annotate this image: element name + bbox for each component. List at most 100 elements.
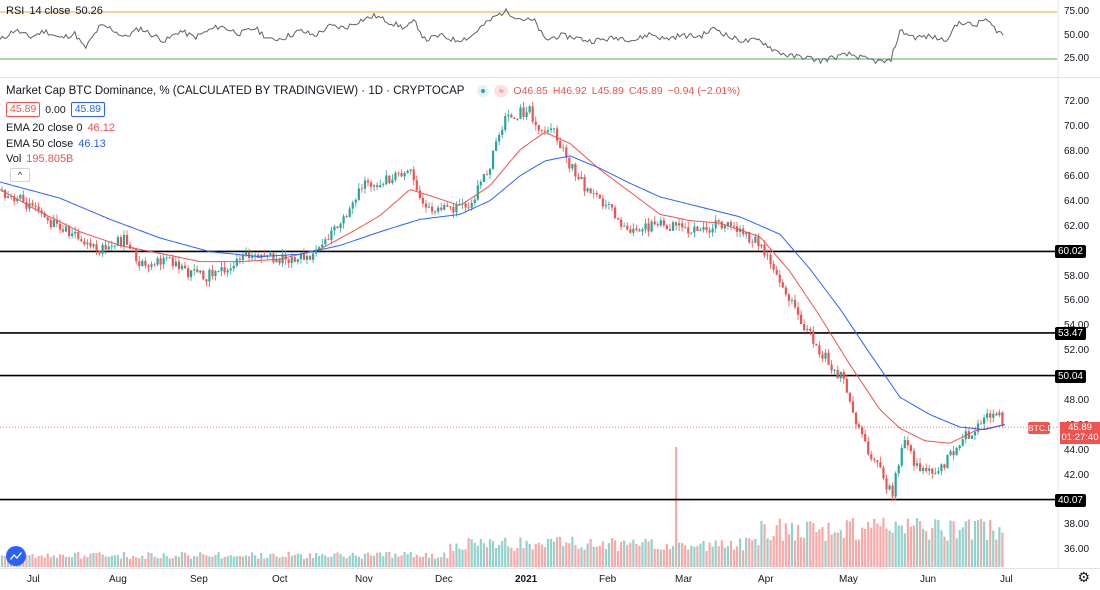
candle-body [760, 244, 763, 247]
volume-bar [845, 520, 848, 567]
volume-bar [141, 555, 144, 567]
volume-bar [400, 555, 403, 567]
candle-body [342, 216, 345, 224]
volume-bar [68, 556, 71, 567]
volume-bar [720, 540, 723, 567]
candle-body [394, 172, 397, 180]
candle-body [202, 270, 205, 280]
volume-bar [766, 538, 769, 567]
candle-body [7, 196, 10, 198]
candle-body [796, 307, 800, 315]
volume-bar [851, 517, 855, 567]
candle-body [71, 233, 74, 236]
candle-body [43, 212, 46, 218]
candle-body [806, 328, 809, 330]
ema50-legend[interactable]: EMA 50 close 46.13 [6, 137, 106, 151]
volume-bar [168, 558, 171, 567]
bid-ask-row: 45.89 0.00 45.89 [6, 102, 105, 117]
candle-body [434, 211, 437, 213]
volume-value: 195.805B [26, 153, 74, 165]
candle-body [653, 221, 656, 225]
time-tick-label: Oct [272, 574, 288, 585]
volume-bar [46, 553, 49, 567]
ema20-label: EMA 20 close 0 [6, 122, 83, 134]
volume-bar [559, 536, 562, 567]
rsi-legend[interactable]: RSI 14 close 50.26 [6, 4, 103, 18]
volume-bar [281, 556, 284, 567]
rsi-params: 14 close [29, 5, 71, 17]
volume-bar [363, 553, 367, 567]
candle-body [912, 451, 916, 466]
volume-bar [632, 539, 635, 567]
volume-bar [915, 518, 919, 567]
candle-body [580, 176, 583, 180]
candle-body [498, 134, 501, 142]
candle-body [485, 174, 489, 176]
main-legend[interactable]: Market Cap BTC Dominance, % (CALCULATED … [6, 84, 740, 98]
candle-body [671, 222, 675, 231]
compare-icon[interactable]: ≈ [494, 85, 509, 97]
tradingview-logo-icon[interactable] [6, 546, 26, 566]
volume-bar [196, 556, 199, 567]
volume-bar [937, 520, 940, 567]
ask-box[interactable]: 45.89 [70, 102, 105, 117]
candle-body [241, 254, 245, 260]
candle-body [757, 236, 760, 247]
volume-bar [815, 532, 818, 567]
volume-bar [568, 543, 571, 567]
candle-body [607, 204, 611, 205]
volume-bar [125, 556, 129, 567]
candle-body [16, 198, 19, 201]
candle-body [793, 299, 797, 308]
volume-bar [135, 557, 138, 567]
volume-bar [540, 544, 543, 567]
ema20-legend[interactable]: EMA 20 close 0 46.12 [6, 121, 115, 135]
collapse-legend-button[interactable]: ^ [10, 168, 30, 182]
volume-bar [522, 548, 525, 567]
candle-body [199, 270, 202, 273]
price-tick-label: 58.00 [1064, 270, 1090, 282]
candle-body [937, 471, 940, 474]
volume-bar [336, 552, 339, 567]
volume-bar [507, 546, 510, 567]
candle-body [348, 208, 351, 218]
volume-bar [562, 546, 565, 567]
candle-body [659, 220, 662, 226]
volume-bar [190, 558, 193, 567]
candle-body [787, 294, 790, 301]
bid-box[interactable]: 45.89 [6, 102, 41, 117]
candle-body [363, 180, 367, 189]
volume-bars [0, 447, 1004, 567]
volume-bar [348, 555, 351, 567]
candle-body [223, 267, 226, 273]
rsi-name: RSI [6, 5, 25, 17]
candle-body [516, 118, 519, 120]
settings-gear-icon[interactable]: ⚙ [1077, 569, 1090, 585]
volume-bar [732, 549, 736, 567]
volume-legend[interactable]: Vol 195.805B [6, 152, 73, 166]
candle-body [501, 129, 504, 135]
volume-bar [714, 540, 717, 567]
ohlc-low: L45.89 [591, 85, 624, 97]
time-tick-label: Mar [675, 574, 693, 585]
volume-bar [293, 554, 296, 567]
volume-bar [577, 548, 580, 567]
volume-bar [183, 552, 187, 567]
candle-body [690, 232, 693, 234]
volume-bar [711, 546, 714, 567]
candle-body [815, 343, 818, 346]
candle-body [156, 258, 159, 265]
volume-bar [31, 554, 34, 567]
candle-body [857, 424, 861, 428]
candle-body [522, 107, 525, 118]
volume-bar [34, 557, 37, 567]
candle-body [488, 168, 492, 175]
volume-bar [379, 552, 382, 567]
volume-bar [519, 537, 522, 567]
volume-bar [955, 538, 958, 567]
volume-bar [970, 539, 973, 567]
time-tick-label: Nov [355, 574, 373, 585]
volume-bar [113, 555, 116, 567]
volume-bar [543, 547, 546, 567]
